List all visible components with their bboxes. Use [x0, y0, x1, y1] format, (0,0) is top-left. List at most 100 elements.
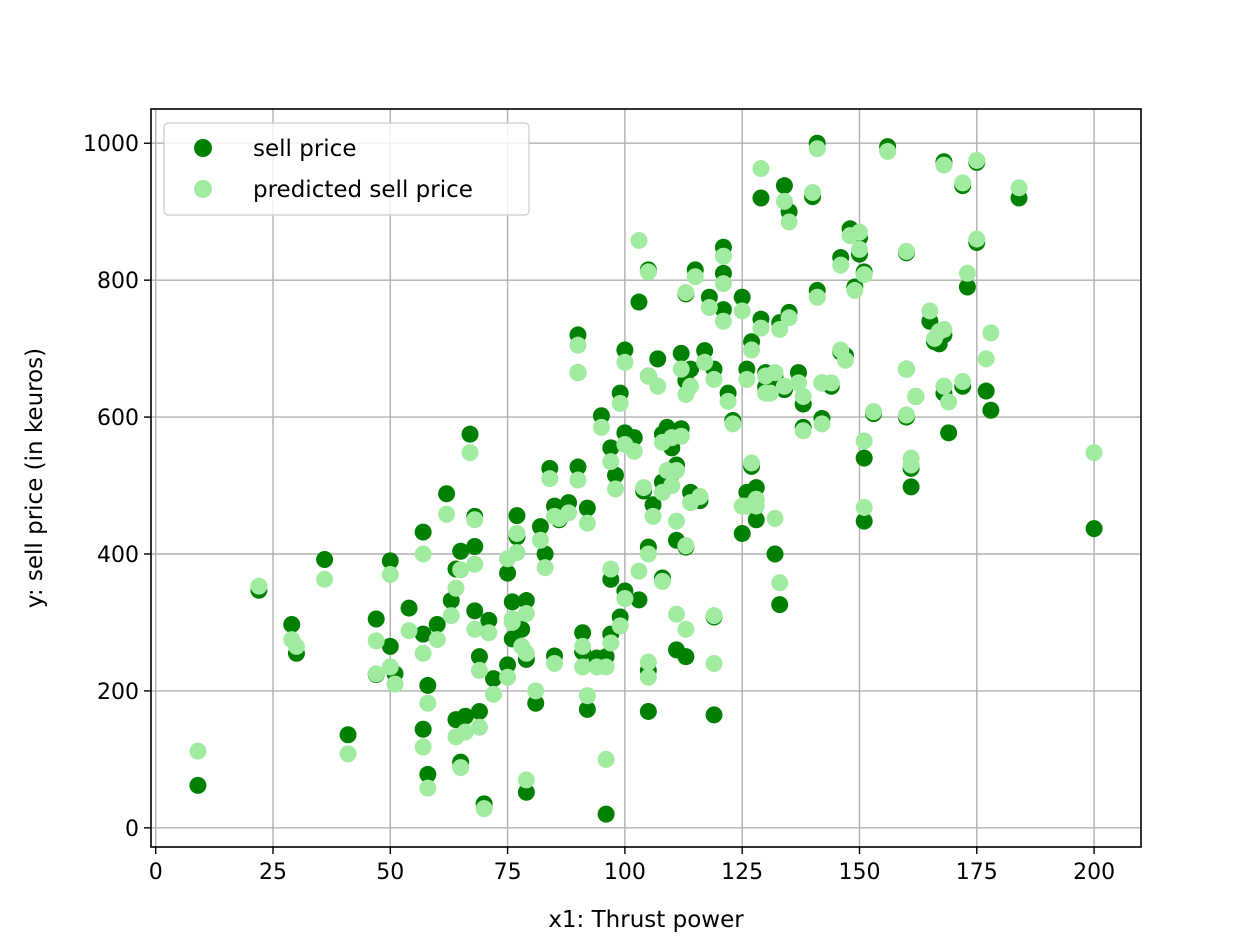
- scatter-point: [771, 320, 789, 338]
- scatter-point: [639, 263, 657, 281]
- scatter-point: [480, 624, 498, 642]
- scatter-point: [935, 320, 953, 338]
- scatter-point: [1010, 179, 1028, 197]
- scatter-point: [686, 268, 704, 286]
- scatter-point: [747, 511, 765, 529]
- x-tick-label: 100: [604, 860, 646, 885]
- scatter-point: [667, 461, 685, 479]
- scatter-point: [452, 542, 470, 560]
- scatter-point: [747, 490, 765, 508]
- scatter-point: [541, 470, 559, 488]
- scatter-point: [381, 658, 399, 676]
- scatter-point: [804, 184, 822, 202]
- scatter-point: [546, 655, 564, 673]
- scatter-point: [714, 301, 732, 319]
- legend-marker-sell-price: [194, 139, 212, 157]
- scatter-point: [499, 656, 517, 674]
- scatter-point: [189, 742, 207, 760]
- scatter-point: [419, 765, 437, 783]
- scatter-point: [705, 370, 723, 388]
- series-1: [189, 140, 1103, 818]
- scatter-point: [850, 223, 868, 241]
- scatter-point: [287, 637, 305, 655]
- scatter-point: [682, 377, 700, 395]
- scatter-point: [508, 507, 526, 525]
- scatter-point: [794, 388, 812, 406]
- scatter-point: [499, 668, 517, 686]
- x-tick-label: 150: [838, 860, 880, 885]
- x-tick-label: 175: [956, 860, 998, 885]
- scatter-point: [569, 471, 587, 489]
- scatter-point: [700, 299, 718, 317]
- scatter-point: [850, 240, 868, 258]
- scatter-point: [517, 771, 535, 789]
- scatter-point: [381, 566, 399, 584]
- scatter-point: [958, 264, 976, 282]
- scatter-point: [855, 498, 873, 516]
- scatter-point: [461, 444, 479, 462]
- scatter-point: [607, 480, 625, 498]
- scatter-point: [503, 610, 521, 628]
- scatter-point: [743, 454, 761, 472]
- scatter-point: [447, 579, 465, 597]
- scatter-point: [485, 670, 503, 688]
- scatter-point: [940, 393, 958, 411]
- legend-box: [163, 122, 530, 216]
- scatter-point: [517, 644, 535, 662]
- scatter-point: [592, 418, 610, 436]
- scatter-point: [855, 266, 873, 284]
- scatter-point: [508, 544, 526, 562]
- scatter-point: [766, 509, 784, 527]
- scatter-point: [649, 377, 667, 395]
- scatter-point: [428, 631, 446, 649]
- scatter-point: [597, 750, 615, 768]
- scatter-point: [696, 353, 714, 371]
- scatter-point: [789, 374, 807, 392]
- scatter-point: [635, 479, 653, 497]
- y-tick-label: 600: [97, 406, 139, 431]
- scatter-point: [982, 401, 1000, 419]
- scatter-point: [616, 589, 634, 607]
- scatter-point: [832, 256, 850, 274]
- scatter-point: [414, 644, 432, 662]
- scatter-point: [503, 593, 521, 611]
- scatter-point: [733, 288, 751, 306]
- scatter-point: [517, 783, 535, 801]
- scatter-point: [677, 620, 695, 638]
- scatter-point: [470, 648, 488, 666]
- scatter-point: [569, 458, 587, 476]
- scatter-point: [775, 177, 793, 195]
- x-tick-label: 125: [721, 860, 763, 885]
- scatter-point: [982, 324, 1000, 342]
- scatter-point: [1085, 444, 1103, 462]
- scatter-point: [316, 570, 334, 588]
- legend-label-predicted-sell-price: predicted sell price: [253, 177, 473, 203]
- scatter-point: [705, 706, 723, 724]
- scatter-point: [442, 607, 460, 625]
- scatter-point: [822, 374, 840, 392]
- scatter-point: [414, 545, 432, 563]
- scatter-point: [466, 537, 484, 555]
- scatter-point: [475, 800, 493, 818]
- scatter-point: [752, 319, 770, 337]
- scatter-point: [461, 425, 479, 443]
- axis-ticks: 0 25 50 75 100 125 150 175 200 0 200 400 600 800 1000: [83, 132, 1115, 885]
- scatter-point: [517, 592, 535, 610]
- scatter-point: [452, 759, 470, 777]
- scatter-point: [607, 466, 625, 484]
- scatter-point: [531, 518, 549, 536]
- scatter-point: [339, 745, 357, 763]
- scatter-point: [705, 607, 723, 625]
- scatter-point: [466, 555, 484, 573]
- scatter-point: [644, 507, 662, 525]
- scatter-point: [677, 537, 695, 555]
- scatter-point: [616, 353, 634, 371]
- scatter-point: [794, 422, 812, 440]
- scatter-point: [897, 406, 915, 424]
- scatter-point: [316, 550, 334, 568]
- legend: sell price predicted sell price: [163, 122, 530, 216]
- scatter-point: [499, 564, 517, 582]
- scatter-point: [771, 574, 789, 592]
- scatter-point: [452, 561, 470, 579]
- x-tick-label: 75: [494, 860, 522, 885]
